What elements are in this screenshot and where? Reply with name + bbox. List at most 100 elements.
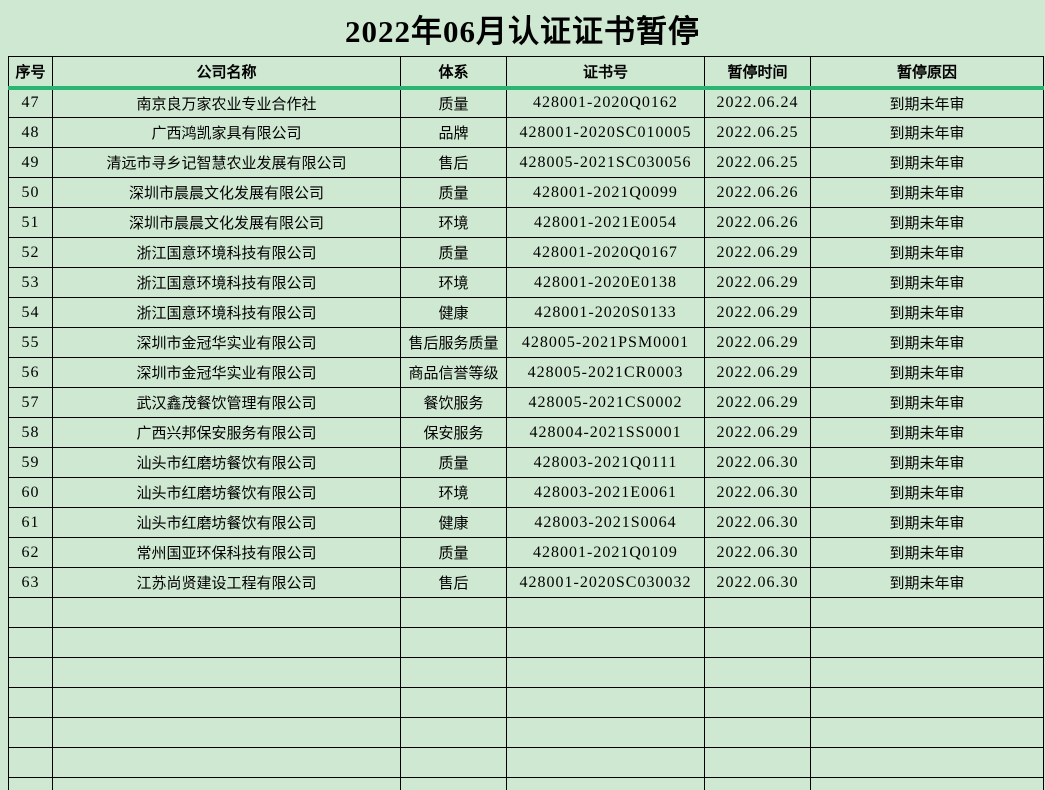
cell-suspend-date: 2022.06.30 bbox=[704, 447, 811, 478]
cell-seq: 50 bbox=[8, 177, 53, 208]
cell-company: 深圳市金冠华实业有限公司 bbox=[52, 327, 401, 358]
cell-reason: 到期未年审 bbox=[810, 327, 1044, 358]
cell-cert-no: 428003-2021S0064 bbox=[506, 507, 705, 538]
cell-system: 质量 bbox=[400, 237, 507, 268]
table-row: 63 江苏尚贤建设工程有限公司 售后 428001-2020SC030032 2022.… bbox=[8, 567, 1044, 598]
cell-cert-no bbox=[506, 687, 705, 718]
cell-system bbox=[400, 747, 507, 778]
cell-reason bbox=[810, 777, 1044, 790]
empty-row bbox=[8, 627, 1044, 658]
cell-reason: 到期未年审 bbox=[810, 117, 1044, 148]
cell-reason bbox=[810, 597, 1044, 628]
table-row: 57 武汉鑫茂餐饮管理有限公司 餐饮服务 428005-2021CS0002 2022.… bbox=[8, 387, 1044, 418]
cell-company: 广西鸿凯家具有限公司 bbox=[52, 117, 401, 148]
column-header-system: 体系 bbox=[400, 56, 507, 90]
cell-suspend-date: 2022.06.29 bbox=[704, 297, 811, 328]
cell-seq: 58 bbox=[8, 417, 53, 448]
cell-suspend-date: 2022.06.29 bbox=[704, 387, 811, 418]
cell-cert-no bbox=[506, 747, 705, 778]
cell-suspend-date: 2022.06.30 bbox=[704, 477, 811, 508]
cell-suspend-date: 2022.06.29 bbox=[704, 267, 811, 298]
cell-seq: 53 bbox=[8, 267, 53, 298]
cell-system bbox=[400, 627, 507, 658]
column-header-suspend-date: 暂停时间 bbox=[704, 56, 811, 90]
cell-suspend-date: 2022.06.26 bbox=[704, 177, 811, 208]
cell-reason: 到期未年审 bbox=[810, 357, 1044, 388]
cell-cert-no: 428003-2021E0061 bbox=[506, 477, 705, 508]
column-header-company: 公司名称 bbox=[52, 56, 401, 90]
cell-system bbox=[400, 777, 507, 790]
cell-suspend-date bbox=[704, 777, 811, 790]
cell-seq: 63 bbox=[8, 567, 53, 598]
cell-company bbox=[52, 657, 401, 688]
column-header-seq: 序号 bbox=[8, 56, 53, 90]
cell-seq: 59 bbox=[8, 447, 53, 478]
cell-suspend-date: 2022.06.29 bbox=[704, 327, 811, 358]
cell-reason: 到期未年审 bbox=[810, 147, 1044, 178]
cell-seq: 60 bbox=[8, 477, 53, 508]
cell-seq: 54 bbox=[8, 297, 53, 328]
cell-suspend-date: 2022.06.30 bbox=[704, 537, 811, 568]
cell-system: 环境 bbox=[400, 207, 507, 238]
cell-cert-no: 428001-2020Q0167 bbox=[506, 237, 705, 268]
cell-reason: 到期未年审 bbox=[810, 537, 1044, 568]
cell-company: 深圳市金冠华实业有限公司 bbox=[52, 357, 401, 388]
cell-seq bbox=[8, 777, 53, 790]
cell-system: 质量 bbox=[400, 87, 507, 118]
empty-row bbox=[8, 597, 1044, 628]
cell-suspend-date: 2022.06.24 bbox=[704, 87, 811, 118]
cell-seq: 52 bbox=[8, 237, 53, 268]
table-row: 49 清远市寻乡记智慧农业发展有限公司 售后 428005-2021SC030056 2… bbox=[8, 147, 1044, 178]
cell-suspend-date: 2022.06.30 bbox=[704, 507, 811, 538]
cell-seq: 61 bbox=[8, 507, 53, 538]
table-row: 52 浙江国意环境科技有限公司 质量 428001-2020Q0167 2022.06.… bbox=[8, 237, 1044, 268]
cell-system: 健康 bbox=[400, 507, 507, 538]
cell-system bbox=[400, 597, 507, 628]
cell-cert-no: 428005-2021CS0002 bbox=[506, 387, 705, 418]
page-title: 2022年06月认证证书暂停 bbox=[345, 13, 700, 49]
cell-suspend-date: 2022.06.25 bbox=[704, 147, 811, 178]
table-row: 53 浙江国意环境科技有限公司 环境 428001-2020E0138 2022.06.… bbox=[8, 267, 1044, 298]
cell-cert-no: 428001-2021E0054 bbox=[506, 207, 705, 238]
table-row: 59 汕头市红磨坊餐饮有限公司 质量 428003-2021Q0111 2022.06.… bbox=[8, 447, 1044, 478]
empty-row bbox=[8, 777, 1044, 790]
empty-row bbox=[8, 747, 1044, 778]
cell-suspend-date: 2022.06.26 bbox=[704, 207, 811, 238]
cell-suspend-date bbox=[704, 597, 811, 628]
cell-suspend-date bbox=[704, 717, 811, 748]
header-row: 序号 公司名称 体系 证书号 暂停时间 暂停原因 bbox=[8, 56, 1044, 90]
cell-system: 保安服务 bbox=[400, 417, 507, 448]
cell-suspend-date: 2022.06.29 bbox=[704, 357, 811, 388]
cell-company: 常州国亚环保科技有限公司 bbox=[52, 537, 401, 568]
table-row: 60 汕头市红磨坊餐饮有限公司 环境 428003-2021E0061 2022.06.… bbox=[8, 477, 1044, 508]
cell-seq: 57 bbox=[8, 387, 53, 418]
cell-reason bbox=[810, 687, 1044, 718]
cell-reason: 到期未年审 bbox=[810, 87, 1044, 118]
cell-seq: 55 bbox=[8, 327, 53, 358]
cell-seq: 47 bbox=[8, 87, 53, 118]
cell-system: 售后 bbox=[400, 147, 507, 178]
cell-system: 环境 bbox=[400, 267, 507, 298]
cell-suspend-date: 2022.06.30 bbox=[704, 567, 811, 598]
table-row: 48 广西鸿凯家具有限公司 品牌 428001-2020SC010005 2022.06… bbox=[8, 117, 1044, 148]
cell-reason: 到期未年审 bbox=[810, 297, 1044, 328]
cell-suspend-date bbox=[704, 657, 811, 688]
cell-seq bbox=[8, 717, 53, 748]
cell-cert-no: 428005-2021PSM0001 bbox=[506, 327, 705, 358]
column-header-reason: 暂停原因 bbox=[810, 56, 1044, 90]
cell-company: 南京良万家农业专业合作社 bbox=[52, 87, 401, 118]
cell-company bbox=[52, 777, 401, 790]
cell-company: 汕头市红磨坊餐饮有限公司 bbox=[52, 447, 401, 478]
cell-company bbox=[52, 747, 401, 778]
cell-suspend-date bbox=[704, 627, 811, 658]
cell-company bbox=[52, 627, 401, 658]
column-header-cert-no: 证书号 bbox=[506, 56, 705, 90]
cell-reason: 到期未年审 bbox=[810, 447, 1044, 478]
cell-reason bbox=[810, 717, 1044, 748]
cell-seq: 56 bbox=[8, 357, 53, 388]
cell-reason: 到期未年审 bbox=[810, 207, 1044, 238]
cell-suspend-date bbox=[704, 687, 811, 718]
cell-company bbox=[52, 597, 401, 628]
cell-company: 广西兴邦保安服务有限公司 bbox=[52, 417, 401, 448]
cell-reason bbox=[810, 627, 1044, 658]
